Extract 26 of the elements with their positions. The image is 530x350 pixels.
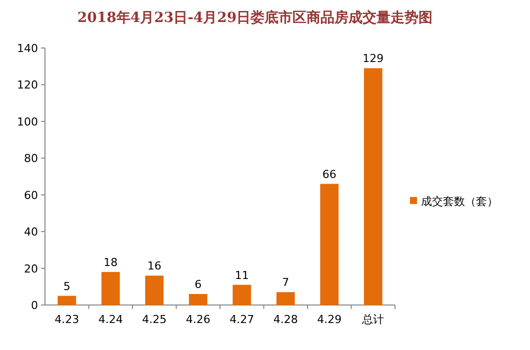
data-label: 129 <box>362 52 384 66</box>
y-tick-label: 0 <box>31 299 38 312</box>
y-tick-label: 40 <box>24 226 38 239</box>
data-label: 6 <box>194 278 202 291</box>
y-tick-label: 60 <box>24 188 38 202</box>
data-label: 7 <box>282 276 290 290</box>
x-tick-label: 4.27 <box>230 313 254 326</box>
chart-title: 2018年4月23日-4月29日娄底市区商品房成交量走势图 <box>77 9 433 26</box>
data-label: 11 <box>234 268 249 282</box>
x-tick-label: 总计 <box>361 313 384 326</box>
y-tick-label: 100 <box>17 115 38 128</box>
x-tick-label: 4.23 <box>54 313 80 326</box>
y-tick-label: 20 <box>24 262 38 276</box>
x-tick-label: 4.25 <box>142 313 167 326</box>
data-label: 18 <box>104 256 118 269</box>
y-tick-label: 140 <box>17 42 38 55</box>
x-tick-label: 4.29 <box>317 313 342 326</box>
y-tick-label: 120 <box>17 78 38 92</box>
y-tick-label: 80 <box>24 152 38 166</box>
x-tick-label: 4.26 <box>186 313 210 326</box>
data-label: 16 <box>147 260 162 273</box>
x-tick-label: 4.24 <box>98 313 123 326</box>
x-tick-label: 4.28 <box>273 313 298 326</box>
legend-label: 成交套数（套） <box>421 195 498 208</box>
data-label: 5 <box>63 280 70 293</box>
data-label: 66 <box>322 168 336 181</box>
